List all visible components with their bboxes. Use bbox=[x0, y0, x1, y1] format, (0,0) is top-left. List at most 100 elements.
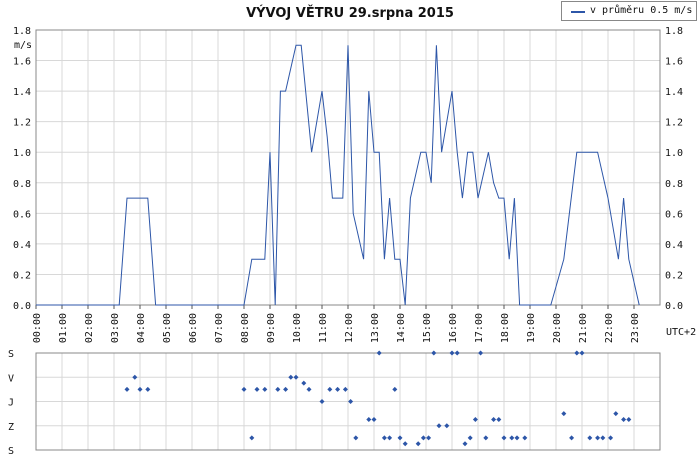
x-axis-unit-label: UTC+2 bbox=[666, 327, 696, 338]
direction-point bbox=[301, 380, 307, 386]
direction-point bbox=[335, 386, 341, 392]
direction-point bbox=[392, 386, 398, 392]
direction-point bbox=[478, 350, 484, 356]
x-tick-label: 03:00 bbox=[110, 313, 121, 343]
direction-point bbox=[501, 435, 507, 441]
y-tick-label-right: 0.4 bbox=[665, 240, 683, 251]
x-tick-label: 14:00 bbox=[396, 313, 407, 343]
x-tick-label: 17:00 bbox=[474, 313, 485, 343]
x-tick-label: 04:00 bbox=[136, 313, 147, 343]
direction-point bbox=[288, 374, 294, 380]
y-tick-label-right: 0.0 bbox=[665, 301, 683, 312]
direction-point bbox=[342, 386, 348, 392]
direction-points bbox=[124, 350, 632, 447]
direction-point bbox=[444, 423, 450, 429]
direction-point bbox=[137, 386, 143, 392]
direction-point bbox=[327, 386, 333, 392]
direction-point bbox=[376, 350, 382, 356]
direction-point bbox=[366, 417, 372, 423]
direction-point bbox=[353, 435, 359, 441]
direction-point bbox=[483, 435, 489, 441]
y-tick-label-left: 1.2 bbox=[13, 118, 31, 129]
direction-point bbox=[381, 435, 387, 441]
y-tick-label-right: 1.2 bbox=[665, 118, 683, 129]
direction-point bbox=[124, 386, 130, 392]
x-tick-label: 06:00 bbox=[188, 313, 199, 343]
direction-point bbox=[145, 386, 151, 392]
direction-y-ticks: S V J Z S bbox=[8, 349, 14, 457]
legend-series-swatch bbox=[571, 11, 585, 13]
x-tick-label: 08:00 bbox=[240, 313, 251, 343]
y-tick-label-left: 0.4 bbox=[13, 240, 31, 251]
direction-point bbox=[371, 417, 377, 423]
y-tick-label-left: 1.8 bbox=[13, 26, 31, 37]
direction-point bbox=[254, 386, 260, 392]
direction-point bbox=[241, 386, 247, 392]
y-tick-label-right: 0.8 bbox=[665, 179, 683, 190]
direction-point bbox=[420, 435, 426, 441]
direction-y-label: V bbox=[8, 373, 14, 384]
direction-point bbox=[522, 435, 528, 441]
direction-point bbox=[509, 435, 515, 441]
y-tick-label-right: 1.4 bbox=[665, 87, 683, 98]
direction-point bbox=[319, 399, 325, 404]
direction-point bbox=[431, 350, 437, 356]
speed-y-ticks: 0.0 0.0 0.2 0.2 0.4 0.4 0.6 0.6 0.8 0.8 1.0 1.0 1.2 1… bbox=[13, 26, 683, 312]
direction-point bbox=[397, 435, 403, 441]
x-tick-label: 22:00 bbox=[604, 313, 615, 343]
direction-point bbox=[579, 350, 585, 356]
direction-point bbox=[449, 350, 455, 356]
y-tick-label-right: 1.8 bbox=[665, 26, 683, 37]
direction-point bbox=[626, 417, 632, 423]
legend: v průměru 0.5 m/s bbox=[561, 1, 697, 21]
x-tick-label: 16:00 bbox=[448, 313, 459, 343]
y-tick-label-left: 0.2 bbox=[13, 270, 31, 281]
y-axis-unit-label: m/s bbox=[14, 40, 32, 51]
direction-point bbox=[275, 386, 281, 392]
direction-point bbox=[621, 417, 627, 423]
x-tick-label: 12:00 bbox=[344, 313, 355, 343]
direction-point bbox=[595, 435, 601, 441]
y-tick-label-left: 0.0 bbox=[13, 301, 31, 312]
direction-point bbox=[348, 399, 354, 404]
direction-point bbox=[491, 417, 497, 423]
x-tick-label: 07:00 bbox=[214, 313, 225, 343]
direction-point bbox=[249, 435, 255, 441]
direction-y-label: Z bbox=[8, 422, 14, 433]
y-tick-label-right: 0.6 bbox=[665, 209, 683, 220]
x-tick-label: 23:00 bbox=[630, 313, 641, 343]
speed-x-ticks: 00:00 01:00 02:00 03:00 04:00 05:00 06:00 07:00… bbox=[32, 305, 641, 343]
y-tick-label-left: 0.8 bbox=[13, 179, 31, 190]
y-tick-label-right: 0.2 bbox=[665, 270, 683, 281]
x-tick-label: 20:00 bbox=[552, 313, 563, 343]
x-tick-label: 18:00 bbox=[500, 313, 511, 343]
direction-y-label: S bbox=[8, 349, 14, 360]
direction-point bbox=[436, 423, 442, 429]
x-tick-label: 13:00 bbox=[370, 313, 381, 343]
direction-point bbox=[132, 374, 138, 380]
direction-point bbox=[426, 435, 432, 441]
direction-point bbox=[306, 386, 312, 392]
legend-entry: v průměru 0.5 m/s bbox=[590, 5, 693, 16]
direction-point bbox=[496, 417, 502, 423]
x-tick-label: 10:00 bbox=[292, 313, 303, 343]
y-tick-label-left: 1.0 bbox=[13, 148, 31, 159]
x-tick-label: 11:00 bbox=[318, 313, 329, 343]
direction-point bbox=[613, 411, 619, 417]
speed-series-line bbox=[36, 44, 640, 306]
direction-grid bbox=[35, 352, 661, 451]
speed-grid bbox=[35, 29, 660, 306]
direction-point bbox=[574, 350, 580, 356]
direction-point bbox=[283, 386, 289, 392]
direction-point bbox=[600, 435, 606, 441]
direction-point bbox=[467, 435, 473, 441]
direction-y-label: J bbox=[8, 398, 14, 409]
direction-point bbox=[472, 417, 478, 423]
direction-point bbox=[387, 435, 393, 441]
x-tick-label: 02:00 bbox=[84, 313, 95, 343]
y-tick-label-right: 1.0 bbox=[665, 148, 683, 159]
y-tick-label-left: 1.4 bbox=[13, 87, 31, 98]
x-tick-label: 21:00 bbox=[578, 313, 589, 343]
direction-point bbox=[415, 441, 421, 447]
